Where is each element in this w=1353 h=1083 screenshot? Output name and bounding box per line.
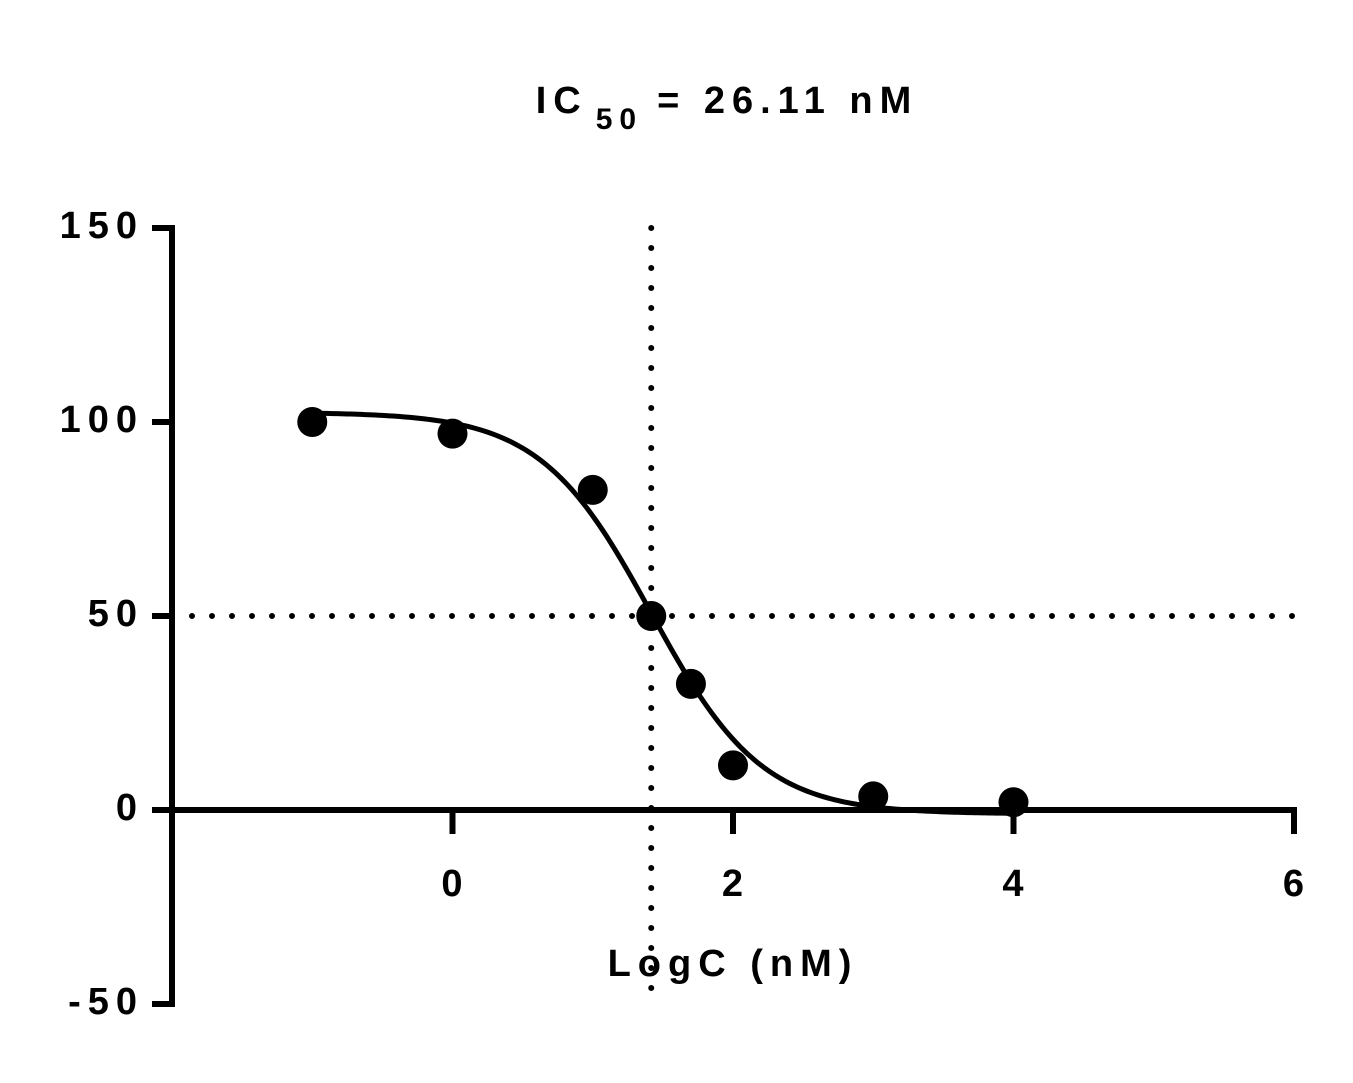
y-tick-label: 0 xyxy=(116,787,144,829)
data-point xyxy=(297,407,328,437)
x-tick-label: 6 xyxy=(1283,863,1311,905)
data-point xyxy=(998,787,1029,818)
data-point xyxy=(675,668,706,699)
data-point xyxy=(718,750,748,781)
fit-curve xyxy=(312,410,1014,816)
data-point xyxy=(437,418,468,449)
y-tick-label: 150 xyxy=(60,205,144,247)
data-point xyxy=(636,601,667,631)
data-point xyxy=(858,781,889,812)
y-tick-label: 50 xyxy=(88,593,144,635)
data-point xyxy=(577,474,608,505)
y-tick-label: 100 xyxy=(60,399,144,441)
x-axis-label: LogC (nM) xyxy=(608,943,859,985)
x-tick-label: 0 xyxy=(441,863,469,905)
chart-title: IC 50 = 26.11 nM xyxy=(536,80,919,136)
y-tick-label: -50 xyxy=(68,981,144,1023)
x-tick-label: 2 xyxy=(722,863,750,905)
x-tick-label: 4 xyxy=(1002,863,1030,905)
